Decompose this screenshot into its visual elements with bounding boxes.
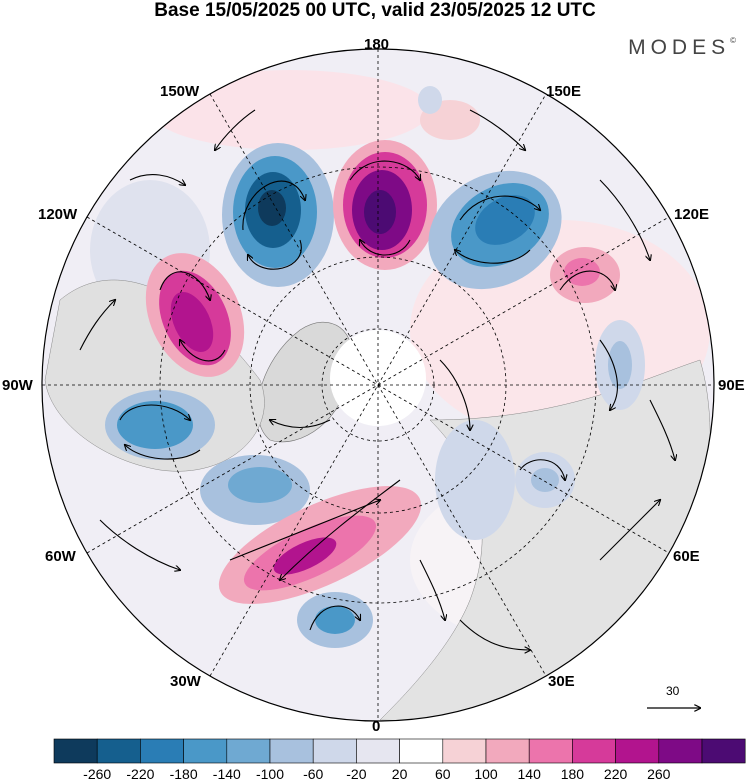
colorbar-tick-label: -220 (126, 766, 155, 782)
colorbar-tick-label: 60 (435, 766, 451, 782)
colorbar-swatch (615, 738, 660, 764)
colorbar-tick-label: 20 (391, 766, 408, 782)
wind-arrows (79, 109, 675, 650)
lon-label-0: 0 (372, 718, 381, 735)
brand-logo: MODES© (628, 36, 736, 59)
colorbar-tick-label: 100 (474, 766, 498, 782)
graticule (42, 49, 714, 721)
colorbar-swatch (572, 738, 616, 764)
colorbar-tick-label: -140 (212, 766, 241, 782)
lon-label-120e: 120E (674, 206, 710, 223)
map-title: Base 15/05/2025 00 UTC, valid 23/05/2025… (154, 0, 596, 21)
colorbar-swatch (528, 738, 573, 764)
lon-label-60w: 60W (45, 548, 76, 565)
colorbar-tick-label: -20 (346, 766, 367, 782)
colorbar-swatch (399, 738, 444, 764)
colorbar-tick-label: 140 (517, 766, 541, 782)
lon-label-30w: 30W (170, 673, 201, 690)
colorbar-tick-label: 180 (560, 766, 585, 782)
anomaly-field (105, 86, 645, 648)
colorbar-swatch (701, 738, 746, 764)
lon-label-60e: 60E (673, 548, 700, 565)
colorbar-tick-label: -180 (169, 766, 198, 782)
colorbar-swatch (96, 738, 141, 764)
map-disk (42, 49, 714, 721)
colorbar-swatch (442, 738, 487, 764)
colorbar-swatch (485, 738, 530, 764)
reference-vector-label: 30 (666, 684, 680, 698)
colorbar-tick-label: -60 (303, 766, 324, 782)
colorbar-swatch (269, 738, 314, 764)
lon-label-180: 180 (364, 36, 390, 53)
colorbar-swatch (183, 738, 228, 764)
colorbar-tick-label: -260 (83, 766, 112, 782)
colorbar (53, 738, 746, 764)
colorbar-swatch (658, 738, 703, 764)
lon-label-150e: 150E (546, 83, 582, 100)
lon-label-90e: 90E (718, 377, 745, 394)
colorbar-tick-label: 260 (647, 766, 671, 782)
colorbar-tick-label: 220 (603, 766, 628, 782)
colorbar-swatch (356, 738, 400, 764)
lon-label-90w: 90W (2, 377, 33, 394)
polar-anomaly-map (41, 48, 715, 722)
colorbar-tick-label: -100 (255, 766, 285, 782)
colorbar-swatch (312, 738, 357, 764)
map-border (41, 48, 715, 722)
lon-label-120w: 120W (38, 206, 78, 223)
lon-label-30e: 30E (548, 673, 575, 690)
colorbar-swatch (140, 738, 184, 764)
colorbar-swatch (226, 738, 271, 764)
colorbar-swatch (53, 738, 98, 764)
lon-label-150w: 150W (160, 83, 200, 100)
